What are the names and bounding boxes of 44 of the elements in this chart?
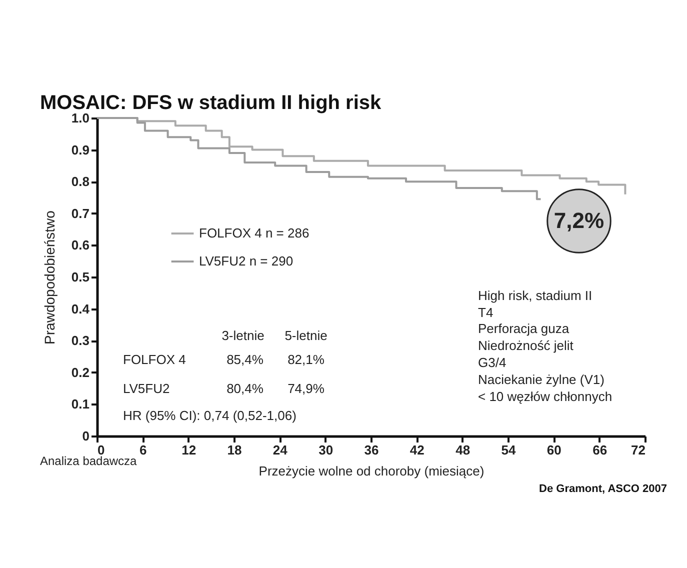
x-tick-label: 24 (272, 442, 288, 458)
annotation: T4 (478, 305, 494, 320)
y-tick-label: 0.5 (71, 270, 90, 284)
annotation: 85,4% (226, 352, 264, 367)
x-tick-label: 60 (546, 442, 562, 458)
annotation: 3-letnie (222, 328, 264, 343)
annotation: High risk, stadium II (478, 288, 592, 303)
annotation: Naciekanie żylne (V1) (478, 372, 604, 387)
x-tick-label: 36 (364, 442, 379, 458)
y-tick-label: 0.3 (71, 333, 90, 348)
x-tick-label: 66 (592, 442, 608, 458)
annotation: 82,1% (288, 352, 325, 367)
y-tick-label: 0.8 (71, 174, 90, 190)
annotation: 5-letnie (284, 328, 328, 343)
annotation: < 10 węzłów chłonnych (478, 389, 612, 404)
annotation: 74,9% (288, 381, 325, 396)
x-tick-label: 54 (501, 442, 516, 458)
y-tick-label: 0.6 (71, 238, 90, 253)
x-tick-label: 42 (410, 442, 424, 458)
annotation: HR (95% CI): 0,74 (0,52-1,06) (123, 408, 296, 423)
y-axis-title: Prawdopodobieństwo (41, 210, 58, 344)
legend-label: FOLFOX 4 n = 286 (199, 226, 310, 240)
y-tick-label: 0.2 (71, 364, 90, 380)
y-tick-label: 0.9 (71, 142, 90, 158)
text: De Gramont, ASCO 2007 (539, 483, 667, 495)
annotation: Niedrożność jelit (478, 338, 574, 353)
legend-label: LV5FU2 n = 290 (199, 254, 294, 268)
x-tick-label: 12 (182, 442, 196, 458)
y-tick-label: 0.7 (71, 206, 90, 221)
annotation: FOLFOX 4 (123, 352, 186, 367)
x-tick-label: 6 (140, 442, 147, 458)
annotation: 80,4% (226, 381, 264, 396)
annotation: Perforacja guza (478, 321, 570, 336)
x-tick-label: 48 (456, 442, 470, 458)
annotation: LV5FU2 (123, 381, 170, 396)
x-tick-label: 18 (227, 442, 242, 458)
x-axis-title: Przeżycie wolne od choroby (miesiące) (258, 464, 484, 478)
annotation: 7,2% (554, 208, 604, 233)
x-tick-label: 30 (318, 442, 334, 458)
y-tick-label: 0 (82, 428, 90, 444)
y-tick-label: 0.4 (71, 301, 90, 316)
x-tick-label: 72 (631, 442, 646, 458)
annotation: G3/4 (478, 355, 506, 370)
y-tick-label: 0.1 (71, 396, 90, 412)
